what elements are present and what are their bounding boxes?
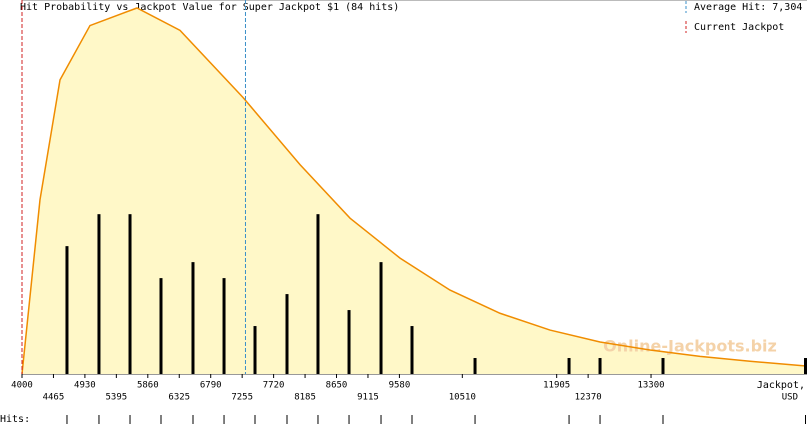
bar bbox=[97, 214, 101, 374]
x-tick-label: 7255 bbox=[231, 393, 253, 403]
rug-label: Hits: bbox=[0, 414, 30, 425]
bar bbox=[159, 278, 163, 374]
x-tick-label: 5395 bbox=[106, 393, 128, 403]
watermark: Online-Jackpots.biz bbox=[603, 337, 777, 356]
x-axis-label: Jackpot, bbox=[757, 380, 805, 391]
x-tick-label: 5860 bbox=[137, 381, 159, 391]
bar bbox=[191, 262, 195, 374]
x-tick-label: 12370 bbox=[575, 393, 602, 403]
x-tick-label: 6325 bbox=[168, 393, 190, 403]
bar bbox=[285, 294, 289, 374]
bar bbox=[410, 326, 414, 374]
x-tick-label: 13300 bbox=[637, 381, 664, 391]
x-tick-label: 9580 bbox=[389, 381, 411, 391]
bar bbox=[598, 358, 602, 374]
bar bbox=[128, 214, 132, 374]
x-tick-label: 4465 bbox=[43, 393, 65, 403]
x-tick-label: 6790 bbox=[200, 381, 222, 391]
x-tick-label: 4000 bbox=[11, 381, 33, 391]
x-tick-label: 9115 bbox=[357, 393, 379, 403]
x-tick-label: 8185 bbox=[294, 393, 316, 403]
bar bbox=[567, 358, 571, 374]
chart-title: Hit Probability vs Jackpot Value for Sup… bbox=[20, 2, 399, 13]
bar bbox=[316, 214, 320, 374]
x-tick-label: 4930 bbox=[74, 381, 96, 391]
bar bbox=[804, 358, 807, 374]
bar bbox=[379, 262, 383, 374]
legend-average: Average Hit: 7,304 bbox=[694, 2, 802, 13]
legend-current: Current Jackpot bbox=[694, 22, 784, 33]
bar bbox=[253, 326, 257, 374]
bar bbox=[661, 358, 665, 374]
bar bbox=[65, 246, 69, 374]
bar bbox=[347, 310, 351, 374]
bar bbox=[473, 358, 477, 374]
curve-line bbox=[21, 7, 807, 375]
x-tick-label: 11905 bbox=[543, 381, 570, 391]
curve-area bbox=[22, 7, 806, 374]
bar bbox=[222, 278, 226, 374]
x-axis-label: USD bbox=[782, 393, 798, 403]
x-tick-label: 10510 bbox=[449, 393, 476, 403]
x-tick-label: 8650 bbox=[326, 381, 348, 391]
x-tick-label: 7720 bbox=[263, 381, 285, 391]
